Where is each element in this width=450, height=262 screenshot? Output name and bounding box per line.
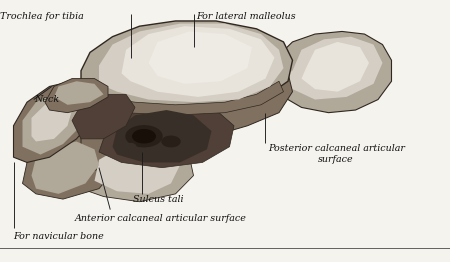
Text: For lateral malleolus: For lateral malleolus: [196, 12, 295, 21]
Polygon shape: [122, 26, 274, 97]
Polygon shape: [54, 81, 104, 105]
Polygon shape: [284, 37, 382, 100]
Text: For navicular bone: For navicular bone: [14, 232, 104, 241]
Circle shape: [162, 136, 180, 147]
Polygon shape: [112, 110, 212, 162]
Text: Anterior calcaneal articular surface: Anterior calcaneal articular surface: [74, 214, 246, 222]
Circle shape: [125, 144, 136, 150]
Polygon shape: [99, 102, 234, 168]
Text: Posterior calcaneal articular
surface: Posterior calcaneal articular surface: [268, 144, 405, 163]
Text: Sulcus tali: Sulcus tali: [133, 195, 183, 204]
Text: Trochlea for tibia: Trochlea for tibia: [0, 12, 83, 21]
Polygon shape: [22, 92, 86, 155]
Polygon shape: [81, 139, 194, 202]
Polygon shape: [14, 81, 99, 162]
Circle shape: [133, 130, 155, 143]
Polygon shape: [270, 31, 392, 113]
Circle shape: [126, 126, 162, 147]
Polygon shape: [99, 24, 284, 102]
Polygon shape: [72, 94, 135, 139]
Polygon shape: [302, 42, 369, 92]
Polygon shape: [32, 141, 99, 194]
Polygon shape: [32, 100, 72, 141]
Polygon shape: [22, 136, 117, 199]
Polygon shape: [94, 144, 180, 194]
Polygon shape: [81, 81, 284, 115]
Polygon shape: [81, 21, 292, 107]
Polygon shape: [45, 79, 108, 113]
Text: Neck: Neck: [34, 95, 59, 104]
Polygon shape: [81, 73, 292, 170]
Polygon shape: [148, 31, 252, 84]
